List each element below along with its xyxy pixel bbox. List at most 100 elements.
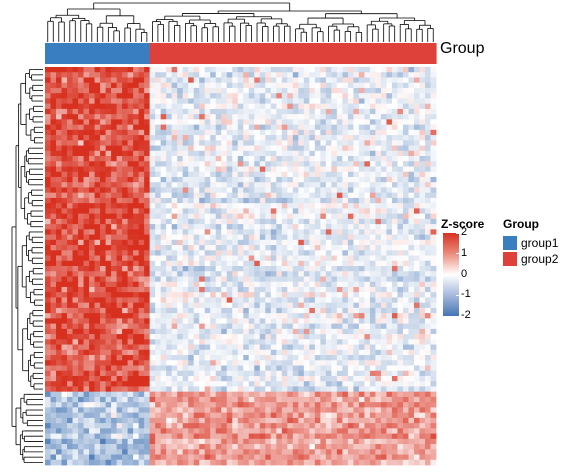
- heatmap-cell: [100, 203, 106, 209]
- heatmap-cell: [248, 156, 255, 162]
- heatmap-cell: [303, 129, 310, 136]
- heatmap-cell: [232, 302, 239, 309]
- heatmap-cell: [94, 266, 101, 272]
- heatmap-cell: [188, 281, 195, 288]
- heatmap-cell: [413, 150, 420, 157]
- heatmap-cell: [204, 276, 211, 283]
- heatmap-cell: [380, 381, 387, 387]
- heatmap-cell: [160, 292, 167, 298]
- heatmap-cell: [292, 234, 299, 241]
- heatmap-cell: [424, 67, 431, 73]
- heatmap-cell: [232, 339, 239, 345]
- heatmap-cell: [325, 87, 332, 94]
- heatmap-cell: [237, 255, 244, 262]
- heatmap-cell: [320, 323, 327, 330]
- heatmap-cell: [369, 229, 376, 235]
- heatmap-cell: [347, 281, 354, 288]
- heatmap-cell: [160, 108, 167, 115]
- heatmap-cell: [155, 245, 162, 251]
- heatmap-cell: [325, 208, 332, 215]
- heatmap-cell: [215, 339, 222, 345]
- heatmap-cell: [56, 245, 62, 251]
- heatmap-cell: [138, 145, 145, 152]
- heatmap-cell: [199, 114, 206, 120]
- heatmap-cell: [204, 93, 211, 99]
- heatmap-cell: [116, 203, 123, 209]
- heatmap-cell: [144, 156, 151, 162]
- heatmap-cell: [292, 323, 299, 330]
- heatmap-cell: [298, 213, 305, 220]
- heatmap-cell: [402, 72, 409, 78]
- heatmap-cell: [138, 276, 145, 283]
- heatmap-cell: [336, 334, 343, 340]
- heatmap-cell: [364, 119, 371, 126]
- heatmap-cell: [89, 140, 95, 146]
- heatmap-cell: [243, 93, 250, 99]
- heatmap-cell: [424, 129, 431, 136]
- heatmap-cell: [424, 318, 431, 325]
- heatmap-cell: [347, 255, 354, 262]
- heatmap-cell: [237, 355, 244, 361]
- heatmap-cell: [100, 234, 106, 241]
- heatmap-cell: [100, 344, 106, 351]
- heatmap-cell: [215, 355, 222, 361]
- heatmap-cell: [56, 82, 62, 89]
- heatmap-cell: [298, 318, 305, 325]
- heatmap-cell: [369, 334, 376, 340]
- heatmap-cell: [419, 161, 426, 167]
- heatmap-cell: [111, 266, 117, 272]
- heatmap-cell: [408, 218, 415, 225]
- heatmap-cell: [45, 166, 51, 173]
- heatmap-cell: [61, 255, 68, 262]
- heatmap-cell: [424, 297, 431, 304]
- heatmap-cell: [336, 129, 343, 136]
- heatmap-cell: [270, 255, 277, 262]
- heatmap-cell: [100, 375, 106, 382]
- heatmap-cell: [78, 77, 84, 84]
- heatmap-cell: [298, 182, 305, 188]
- heatmap-cell: [424, 286, 431, 293]
- heatmap-cell: [56, 98, 62, 105]
- heatmap-cell: [237, 145, 244, 152]
- heatmap-cell: [188, 150, 195, 157]
- heatmap-cell: [325, 245, 332, 251]
- heatmap-cell: [386, 124, 393, 131]
- heatmap-cell: [325, 192, 332, 199]
- heatmap-cell: [237, 192, 244, 199]
- heatmap-cell: [182, 313, 189, 319]
- heatmap-cell: [50, 349, 57, 356]
- heatmap-cell: [199, 77, 206, 84]
- heatmap-cell: [276, 266, 283, 272]
- heatmap-cell: [127, 218, 134, 225]
- heatmap-cell: [276, 192, 283, 199]
- heatmap-cell: [67, 166, 73, 173]
- heatmap-cell: [309, 124, 316, 131]
- heatmap-cell: [364, 150, 371, 157]
- heatmap-cell: [430, 266, 437, 272]
- heatmap-cell: [166, 156, 173, 162]
- heatmap-cell: [204, 375, 211, 382]
- heatmap-cell: [72, 213, 79, 220]
- heatmap-cell: [309, 67, 316, 73]
- heatmap-cell: [188, 266, 195, 272]
- heatmap-cell: [177, 208, 184, 215]
- heatmap-cell: [342, 171, 349, 178]
- heatmap-cell: [61, 307, 68, 314]
- heatmap-cell: [276, 176, 283, 183]
- heatmap-cell: [408, 208, 415, 215]
- heatmap-cell: [232, 150, 239, 157]
- heatmap-cell: [254, 161, 261, 167]
- heatmap-cell: [221, 271, 228, 277]
- heatmap-cell: [215, 349, 222, 356]
- heatmap-cell: [138, 344, 145, 351]
- heatmap-cell: [347, 203, 354, 209]
- heatmap-cell: [347, 355, 354, 361]
- heatmap-cell: [408, 124, 415, 131]
- heatmap-cell: [397, 213, 404, 220]
- heatmap-cell: [199, 239, 206, 246]
- heatmap-cell: [221, 145, 228, 152]
- heatmap-cell: [232, 375, 239, 382]
- heatmap-cell: [342, 370, 349, 377]
- heatmap-cell: [204, 192, 211, 199]
- heatmap-cell: [292, 344, 299, 351]
